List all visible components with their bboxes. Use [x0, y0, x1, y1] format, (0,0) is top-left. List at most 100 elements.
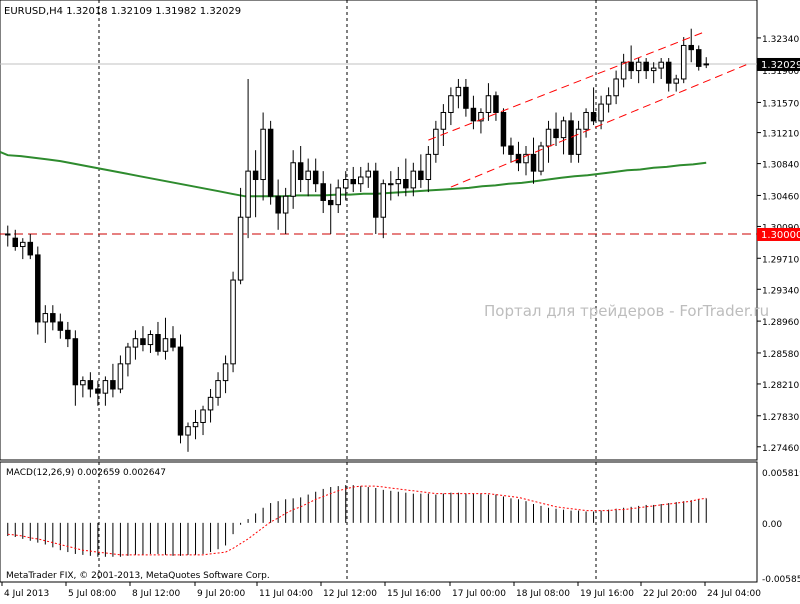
candle	[102, 376, 109, 406]
current-price-label: 1.32029	[761, 60, 800, 71]
candle	[395, 166, 402, 197]
candle-body-down	[95, 388, 101, 394]
candle-body-up	[147, 334, 154, 346]
macd-tick-label: 0.00	[762, 520, 782, 530]
candle-body-up	[658, 61, 664, 69]
current-price-label-bg	[757, 57, 800, 71]
time-tick-label: 4 Jul 2013	[4, 589, 49, 599]
time-tick-label: 17 Jul 00:00	[452, 589, 506, 599]
candle-body-up	[80, 380, 86, 386]
candle	[312, 158, 319, 193]
channel-lower	[450, 64, 747, 188]
candle	[620, 53, 627, 88]
candle-body-up	[703, 63, 709, 66]
candle-body-down	[493, 95, 499, 113]
macd-pane[interactable]	[0, 461, 758, 583]
level-price-label: 1.30000	[761, 230, 800, 241]
candle-body-down	[170, 338, 176, 348]
candle-body-up	[545, 128, 552, 147]
candle-body-up	[162, 338, 169, 352]
candle-body-up	[245, 170, 251, 218]
candle	[373, 162, 379, 234]
candle-body-up	[358, 176, 364, 185]
candle-body-down	[252, 170, 259, 181]
candle-body-down	[275, 195, 281, 214]
price-tick-label: 1.32340	[762, 35, 799, 45]
candle	[365, 162, 372, 188]
candle-body-down	[65, 329, 71, 340]
candle-body-down	[267, 128, 274, 197]
candle	[470, 95, 477, 130]
candle-body-down	[27, 241, 34, 256]
candle	[275, 179, 281, 230]
candle	[455, 78, 462, 109]
candle	[500, 108, 507, 155]
candle-body-up	[215, 380, 221, 398]
candle-body-down	[403, 179, 409, 189]
candle	[665, 58, 672, 92]
price-tick-label: 1.31210	[762, 130, 799, 140]
candle	[628, 45, 634, 79]
candle-body-down	[312, 170, 319, 185]
candle	[87, 372, 94, 398]
candle-body-up	[42, 313, 49, 323]
candle	[583, 108, 589, 138]
candle	[260, 112, 266, 201]
candle-body-up	[117, 363, 124, 390]
candle	[335, 179, 341, 214]
candle	[560, 116, 567, 155]
candle-body-up	[425, 153, 432, 181]
candle	[493, 91, 499, 121]
candle-body-down	[688, 44, 694, 51]
trend-channel[interactable]	[428, 30, 747, 188]
candle-body-down	[500, 111, 507, 147]
candle-body-up	[395, 179, 402, 185]
candle-body-down	[155, 334, 161, 352]
candle	[575, 120, 582, 163]
candle	[643, 58, 649, 79]
candle	[418, 154, 424, 188]
candle	[553, 112, 559, 146]
candle	[448, 87, 454, 126]
candle-body-up	[605, 95, 612, 105]
candle-body-up	[335, 187, 341, 206]
candle	[350, 166, 356, 193]
candle	[207, 388, 214, 423]
candle-body-up	[237, 216, 244, 281]
candle-body-down	[568, 120, 574, 155]
ma-path	[0, 150, 707, 198]
level-price-label-bg	[757, 227, 800, 241]
vertical-separators	[98, 0, 597, 582]
candle	[200, 405, 206, 436]
price-tick-label: 1.28960	[762, 318, 799, 328]
candle	[20, 238, 26, 260]
candle	[523, 146, 529, 176]
candle-body-up	[230, 279, 236, 365]
candle	[568, 112, 574, 163]
candle	[117, 355, 124, 394]
candle	[185, 422, 191, 452]
candle	[613, 70, 619, 105]
time-tick-label: 8 Jul 12:00	[132, 589, 181, 599]
candle-body-up	[282, 195, 289, 214]
macd-axis: 0.005819 0.00 -0.005852	[762, 469, 800, 585]
candle-body-down	[373, 170, 379, 218]
candle-body-up	[20, 241, 26, 248]
candle-body-up	[575, 128, 582, 155]
channel-upper	[428, 30, 707, 141]
candle-body-up	[583, 111, 589, 130]
candle	[155, 321, 161, 356]
candle	[237, 187, 244, 285]
candle-body-up	[222, 363, 229, 382]
candle	[162, 317, 169, 360]
candle	[305, 158, 311, 197]
candle	[290, 150, 296, 209]
candle-body-up	[342, 179, 349, 189]
candle-body-up	[365, 170, 372, 178]
candle	[35, 246, 41, 335]
candle-body-up	[207, 396, 214, 411]
candle-body-down	[12, 237, 19, 248]
candle-body-up	[102, 380, 109, 394]
